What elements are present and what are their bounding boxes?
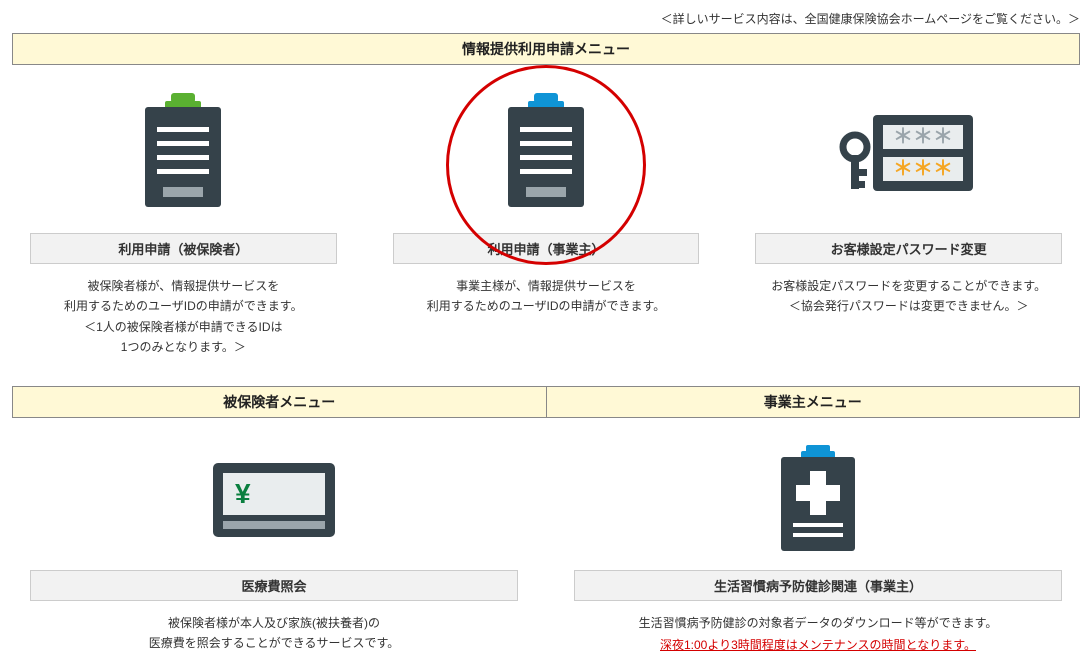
menu1-header: 情報提供利用申請メニュー <box>12 33 1080 65</box>
menu1-desc-0: 被保険者様が、情報提供サービスを 利用するためのユーザIDの申請ができます。 ＜… <box>12 276 355 358</box>
menu2-label-1: 生活習慣病予防健診関連（事業主） <box>574 570 1062 601</box>
menu1-item-insured[interactable]: 利用申請（被保険者） 被保険者様が、情報提供サービスを 利用するためのユーザID… <box>12 83 355 358</box>
health-clipboard-icon <box>556 440 1080 560</box>
maintenance-note: 深夜1:00より3時間程度はメンテナンスの時間となります。 <box>556 636 1080 653</box>
top-note: ＜詳しいサービス内容は、全国健康保険協会ホームページをご覧ください。＞ <box>12 10 1080 27</box>
menu2-item-medical[interactable]: ¥ 医療費照会 被保険者様が本人及び家族(被扶養者)の 医療費を照会することがで… <box>12 440 536 654</box>
menu2-header-1: 事業主メニュー <box>547 386 1081 418</box>
menu2-item-health[interactable]: 生活習慣病予防健診関連（事業主） 生活習慣病予防健診の対象者データのダウンロード… <box>556 440 1080 654</box>
menu1-label-0: 利用申請（被保険者） <box>30 233 337 264</box>
menu2-desc-1: 生活習慣病予防健診の対象者データのダウンロード等ができます。 <box>556 613 1080 633</box>
svg-text:¥: ¥ <box>235 478 251 509</box>
menu1-row: 利用申請（被保険者） 被保険者様が、情報提供サービスを 利用するためのユーザID… <box>12 83 1080 358</box>
menu2-label-0: 医療費照会 <box>30 570 518 601</box>
svg-text:＊＊＊: ＊＊＊ <box>893 158 953 180</box>
password-key-icon: ＊＊＊ ＊＊＊ <box>737 83 1080 223</box>
clipboard-green-icon <box>12 83 355 223</box>
menu2-row: ¥ 医療費照会 被保険者様が本人及び家族(被扶養者)の 医療費を照会することがで… <box>12 440 1080 654</box>
menu1-item-employer[interactable]: 利用申請（事業主） 事業主様が、情報提供サービスを 利用するためのユーザIDの申… <box>375 83 718 358</box>
menu2-desc-0: 被保険者様が本人及び家族(被扶養者)の 医療費を照会することができるサービスです… <box>12 613 536 654</box>
menu1-label-2: お客様設定パスワード変更 <box>755 233 1062 264</box>
menu1-desc-1: 事業主様が、情報提供サービスを 利用するためのユーザIDの申請ができます。 <box>375 276 718 317</box>
medical-card-icon: ¥ <box>12 440 536 560</box>
menu1-desc-2: お客様設定パスワードを変更することができます。 ＜協会発行パスワードは変更できま… <box>737 276 1080 317</box>
menu2-header-0: 被保険者メニュー <box>12 386 547 418</box>
menu1-item-password[interactable]: ＊＊＊ ＊＊＊ お客様設定パスワード変更 お客様設定パスワードを変更することがで… <box>737 83 1080 358</box>
svg-text:＊＊＊: ＊＊＊ <box>893 126 953 148</box>
menu2-headers: 被保険者メニュー 事業主メニュー <box>12 386 1080 418</box>
menu1-label-1: 利用申請（事業主） <box>393 233 700 264</box>
clipboard-blue-icon <box>375 83 718 223</box>
